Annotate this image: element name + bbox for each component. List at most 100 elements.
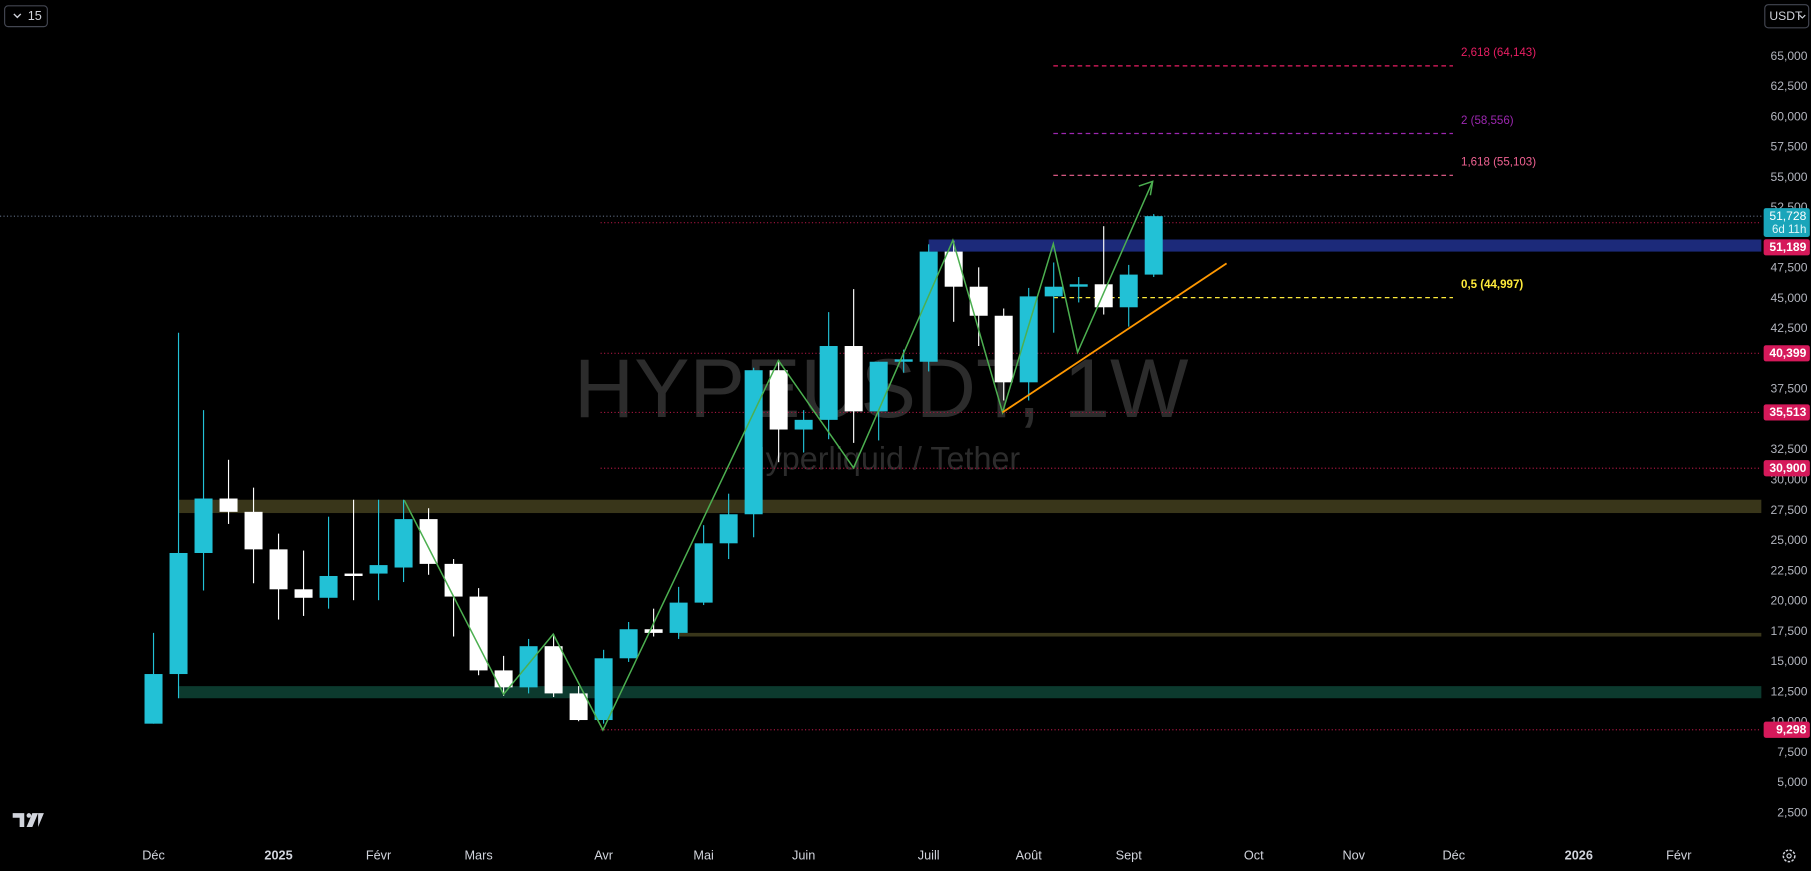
candle-body: [1119, 274, 1138, 308]
fib-level-label: 2,618 (64,143): [1461, 47, 1536, 59]
candle-body: [419, 519, 438, 564]
candle-body: [269, 549, 288, 590]
x-tick-label: Mars: [464, 848, 492, 862]
level-price-tag: [1763, 239, 1810, 256]
y-tick-label: 47,500: [1770, 261, 1807, 275]
y-tick-label: 60,000: [1770, 109, 1807, 123]
candle-body: [644, 629, 663, 633]
candle-body: [194, 498, 213, 553]
y-tick-label: 20,000: [1770, 594, 1807, 608]
x-tick-label: Févr: [366, 848, 392, 862]
y-tick-label: 37,500: [1770, 382, 1807, 396]
level-price-label: 40,399: [1769, 346, 1806, 360]
logo-part: [26, 813, 32, 818]
candle-body: [969, 286, 988, 316]
interval-label: 15: [28, 9, 42, 23]
last-price-tag: [1763, 208, 1810, 237]
candle-body: [244, 511, 263, 550]
y-tick-label: 2,500: [1777, 805, 1808, 819]
x-tick-label: Août: [1016, 848, 1043, 862]
candle-body: [544, 646, 563, 694]
candle-body: [394, 519, 413, 568]
countdown-label: 6d 11h: [1772, 224, 1806, 236]
logo-part: [12, 813, 25, 828]
level-price-tag: [1763, 460, 1810, 477]
y-tick-label: 42,500: [1770, 321, 1807, 335]
chevron-icon: [1799, 14, 1806, 19]
zigzag-drawing: [403, 181, 1154, 732]
y-tick-label: 45,000: [1770, 291, 1807, 305]
candle-body: [1069, 284, 1088, 287]
candle-body: [494, 670, 513, 688]
y-tick-label: 22,500: [1770, 563, 1807, 577]
y-tick-label: 32,500: [1770, 442, 1807, 456]
y-tick-label: 57,500: [1770, 140, 1807, 154]
level-price-tag: [1763, 404, 1810, 421]
candle-body: [469, 596, 488, 671]
fib-level-label: 0,5 (44,997): [1461, 279, 1523, 291]
candle-body: [794, 419, 813, 430]
candle-body: [1044, 286, 1063, 297]
fib-level-label: 2 (58,556): [1461, 115, 1514, 127]
currency-button-frame[interactable]: [1764, 4, 1810, 29]
x-tick-label: Déc: [142, 848, 165, 862]
y-tick-label: 7,500: [1777, 745, 1808, 759]
interval-button-frame[interactable]: [4, 5, 48, 28]
x-tick-label: Mai: [693, 848, 713, 862]
candle-body: [619, 629, 638, 659]
candle-body: [994, 315, 1013, 383]
x-tick-label: Déc: [1442, 848, 1465, 862]
x-tick-label: Nov: [1342, 848, 1365, 862]
candle-body: [719, 514, 738, 544]
zones: [178, 239, 1762, 699]
x-tick-label: Sept: [1116, 848, 1143, 862]
x-tick-label: 2025: [264, 848, 292, 862]
candle-body: [369, 565, 388, 574]
gear-icon-center: [1786, 853, 1792, 859]
candle-body: [669, 602, 688, 633]
y-tick-label: 55,000: [1770, 170, 1807, 184]
candle-body: [569, 693, 588, 721]
y-tick-label: 17,500: [1770, 624, 1807, 638]
zone: [178, 686, 1762, 699]
settings-button[interactable]: [1782, 849, 1796, 863]
gear-icon[interactable]: [1782, 849, 1796, 863]
candle-body: [169, 552, 188, 675]
y-tick-label: 15,000: [1770, 654, 1807, 668]
x-tick-label: Oct: [1244, 848, 1264, 862]
candle-body: [519, 646, 538, 688]
candle-body: [144, 674, 163, 724]
candle-body: [944, 251, 963, 287]
y-tick-label: 12,500: [1770, 684, 1807, 698]
candle-body: [744, 370, 763, 515]
x-tick-label: Févr: [1666, 848, 1692, 862]
candle-body: [1019, 296, 1038, 383]
zone: [178, 499, 1762, 514]
tradingview-logo[interactable]: [12, 813, 44, 828]
level-price-label: 35,513: [1769, 405, 1806, 419]
y-tick-label: 62,500: [1770, 79, 1807, 93]
currency-button[interactable]: USDT: [1764, 4, 1810, 29]
level-price-tag: [1763, 721, 1810, 738]
y-tick-label: 27,500: [1770, 503, 1807, 517]
interval-button[interactable]: 15: [4, 5, 48, 28]
y-tick-label: 5,000: [1777, 775, 1808, 789]
candle-body: [344, 573, 363, 576]
candle-body: [1144, 216, 1163, 275]
candle-body: [894, 359, 913, 362]
candle-body: [869, 361, 888, 412]
y-tick-label: 25,000: [1770, 533, 1807, 547]
x-tick-label: Juill: [918, 848, 940, 862]
y-tick-label: 65,000: [1770, 49, 1807, 63]
x-tick-label: Juin: [792, 848, 815, 862]
candle-body: [294, 589, 313, 598]
levels: 2,618 (64,143) 2 (58,556) 1,618 (55,103) 0,…: [0, 47, 1762, 731]
candle-body: [594, 658, 613, 721]
zone: [928, 239, 1762, 252]
candle-body: [444, 563, 463, 597]
candles: [144, 214, 1163, 724]
watermark-subtitle: Hyperliquid / Tether: [742, 440, 1020, 476]
level-price-label: 30,900: [1769, 461, 1806, 475]
